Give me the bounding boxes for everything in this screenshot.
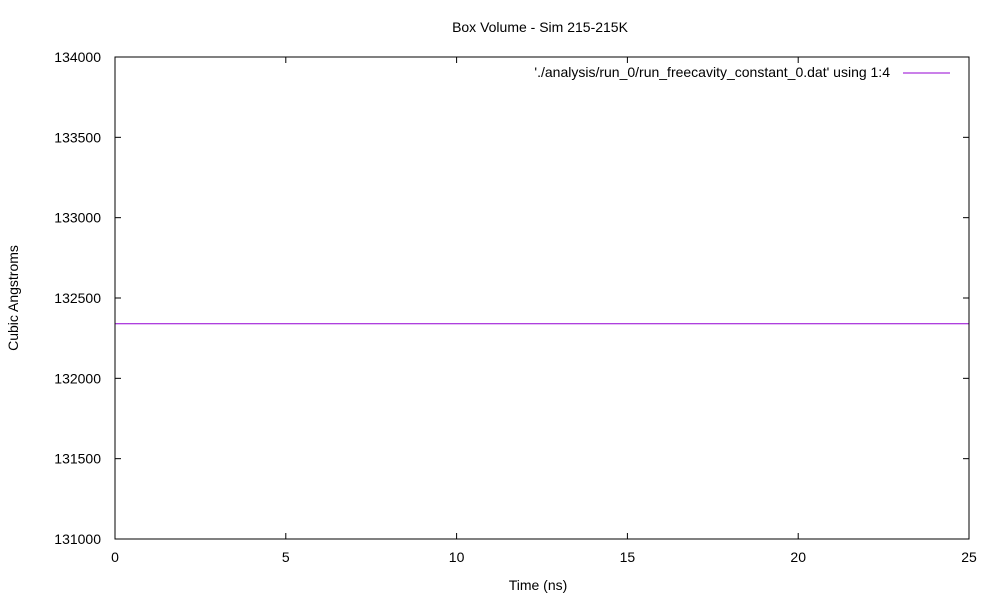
y-tick-label: 134000 [54,49,101,65]
x-tick-label: 15 [620,549,636,565]
tick-labels: 0 5 10 15 20 25 131000 131500 132000 132500 133000… [54,49,977,565]
x-tick-label: 5 [282,549,290,565]
y-tick-label: 131000 [54,531,101,547]
legend-label: './analysis/run_0/run_freecavity_constan… [534,64,890,80]
x-axis-title: Time (ns) [509,577,568,593]
ticks [114,56,970,540]
plot-frame [114,56,970,540]
y-tick-label: 132500 [54,290,101,306]
x-tick-label: 25 [961,549,977,565]
legend: './analysis/run_0/run_freecavity_constan… [534,64,950,80]
y-tick-label: 133500 [54,129,101,145]
x-tick-label: 20 [790,549,806,565]
y-tick-label: 132000 [54,370,101,386]
y-tick-label: 133000 [54,210,101,226]
x-tick-label: 0 [111,549,119,565]
x-tick-label: 10 [449,549,465,565]
chart-title: Box Volume - Sim 215-215K [452,19,629,35]
y-tick-label: 131500 [54,451,101,467]
y-axis-title: Cubic Angstroms [5,245,21,351]
